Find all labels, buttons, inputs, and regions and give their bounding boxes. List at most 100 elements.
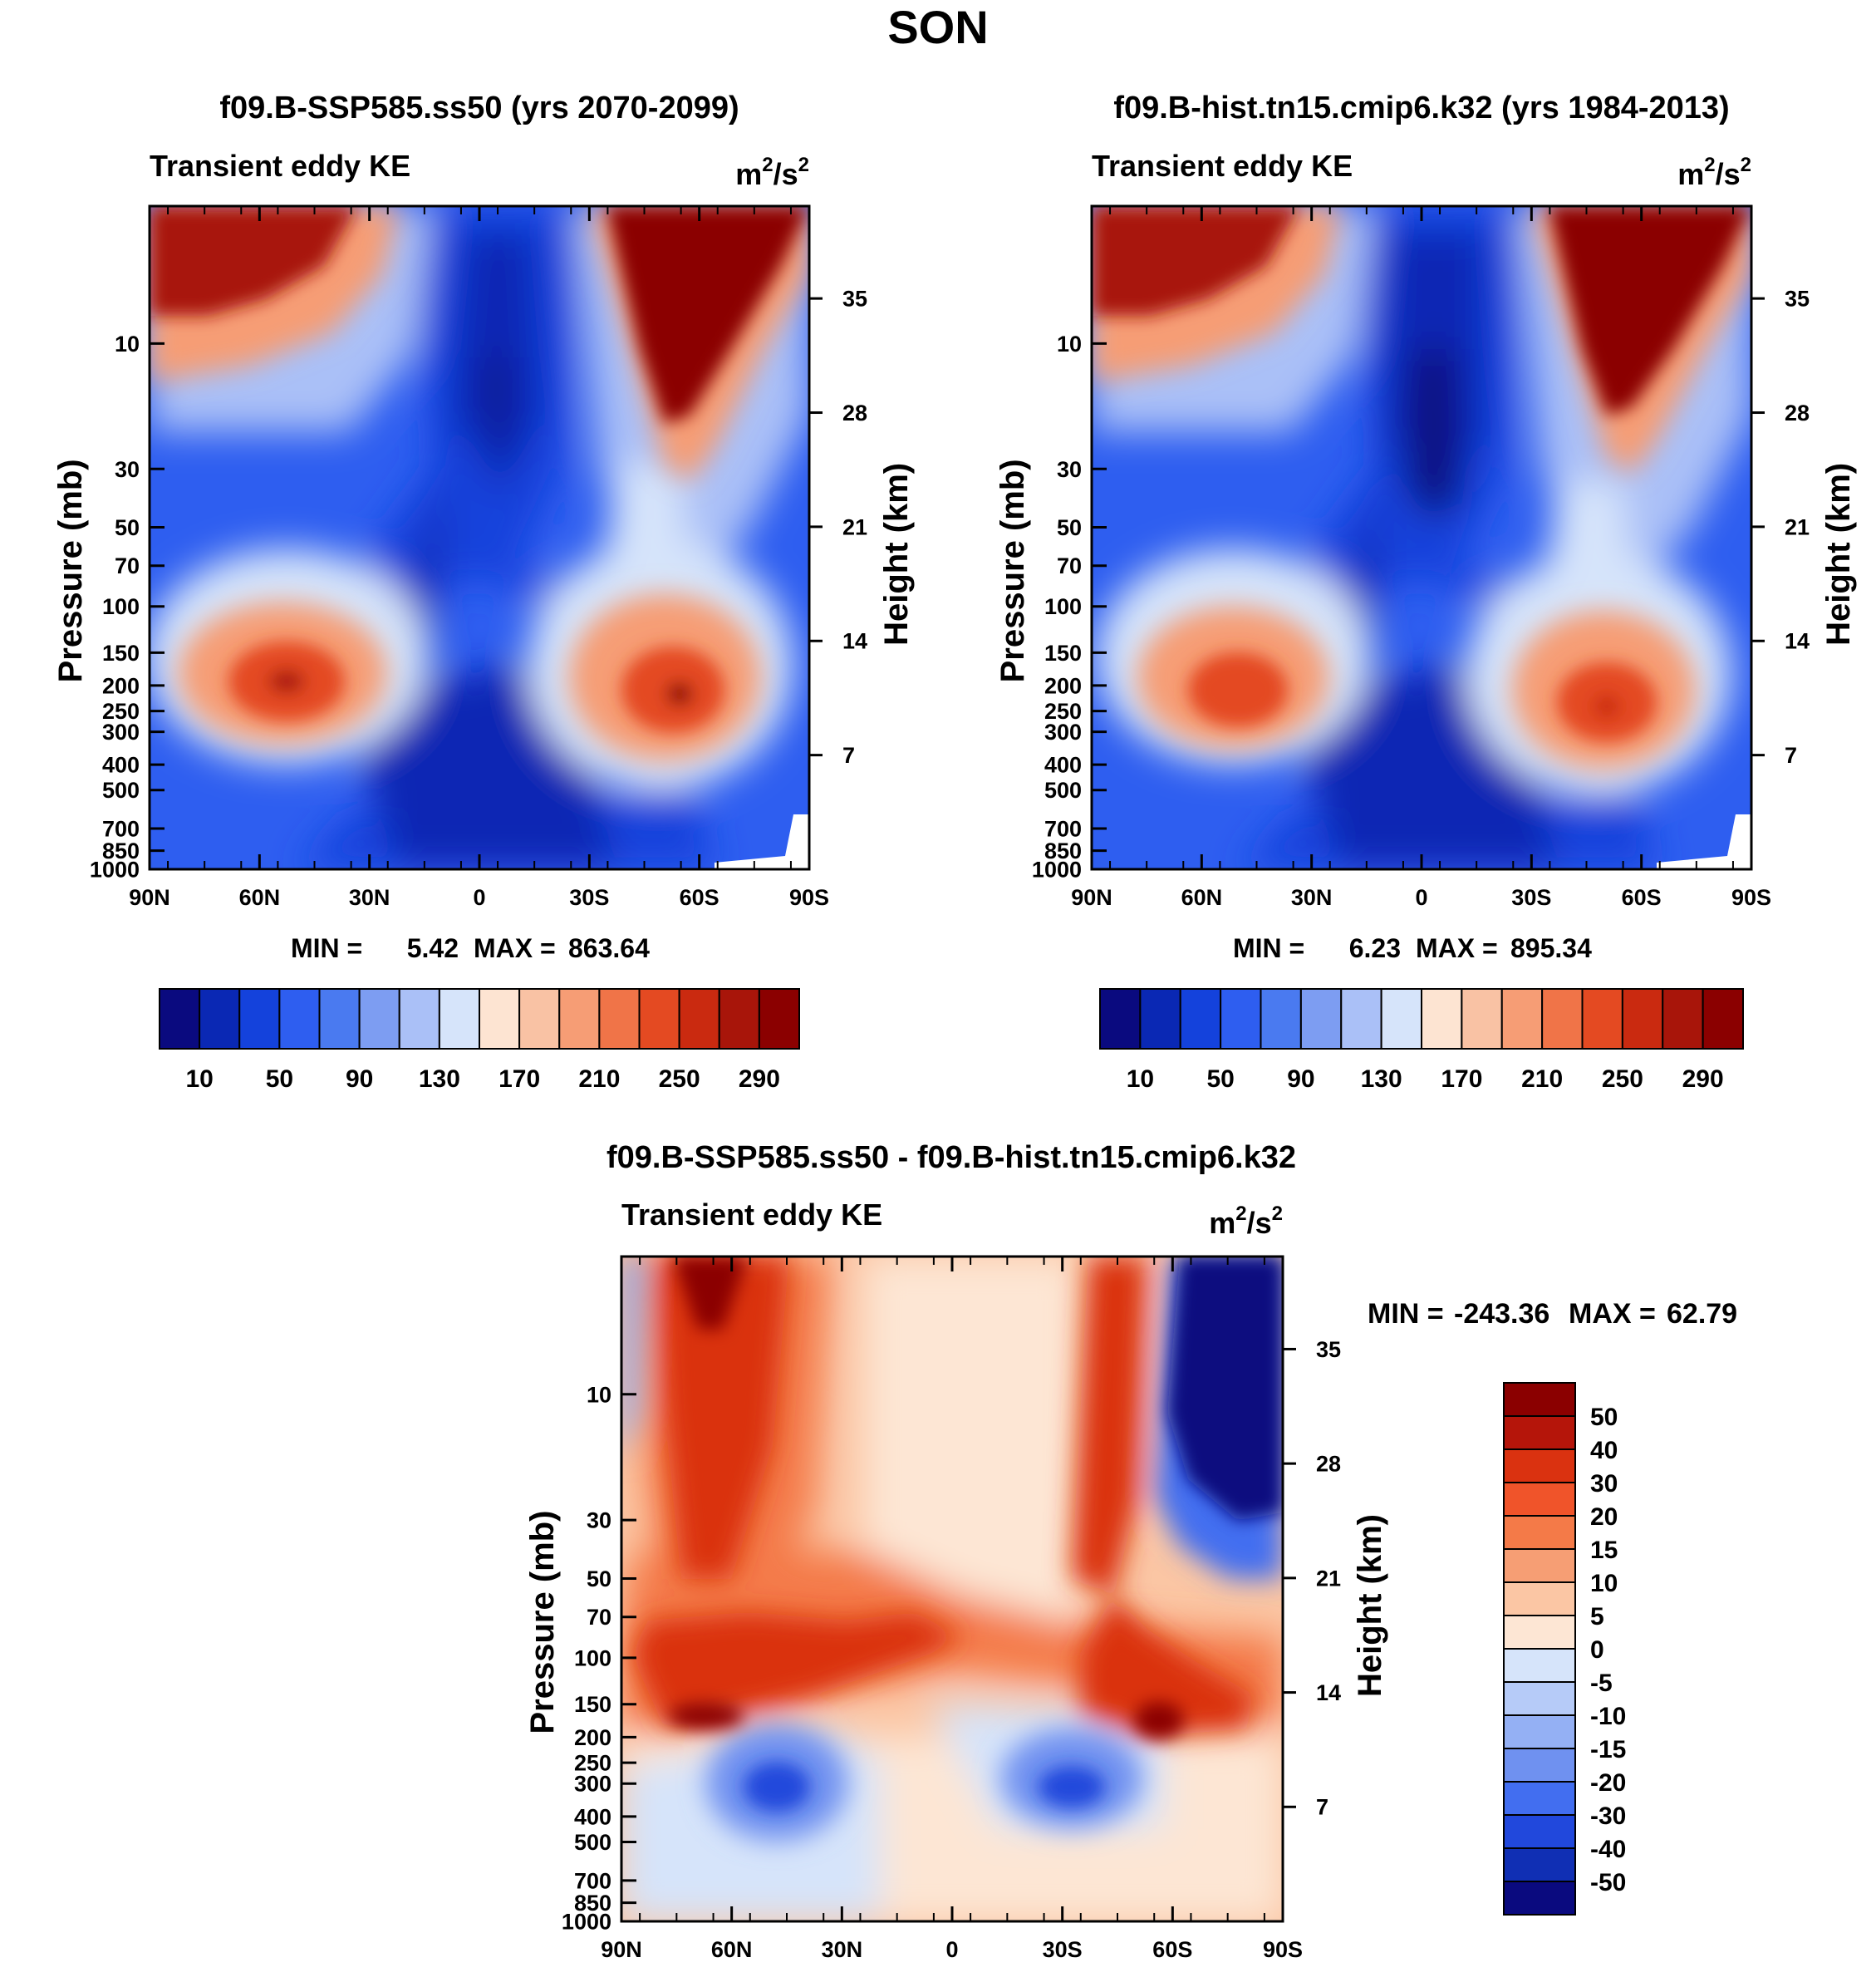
colorbar-swatch (1299, 988, 1343, 1050)
height-tick-label: 14 (1316, 1680, 1341, 1705)
pressure-tick-label: 700 (574, 1868, 611, 1893)
panel-diff: f09.B-SSP585.ss50 - f09.B-hist.tn15.cmip… (524, 1140, 1388, 1962)
lat-tick-label: 30N (349, 885, 390, 910)
pressure-tick-label: 850 (1044, 839, 1082, 863)
colorbar-swatch (1503, 1548, 1576, 1583)
pressure-tick-label: 500 (574, 1830, 611, 1855)
pressure-tick-label: 250 (102, 699, 140, 724)
nh-mid-core (744, 1762, 810, 1812)
tropical-minimum (299, 206, 715, 869)
lat-tick-label: 60S (1622, 885, 1662, 910)
nh-polar-max (150, 206, 357, 316)
pressure-tick-label: 100 (574, 1645, 611, 1670)
units-label: m2/s2 (735, 154, 809, 191)
colorbar-label: 290 (1682, 1065, 1724, 1093)
pressure-tick-label: 200 (574, 1725, 611, 1750)
units-label: m2/s2 (1677, 154, 1751, 191)
pressure-tick-label: 10 (1057, 332, 1082, 357)
colorbar-swatch (758, 988, 800, 1050)
colorbar-label: 50 (1590, 1404, 1618, 1431)
jet-level-max (631, 1612, 964, 1729)
colorbar-swatch (438, 988, 480, 1050)
axes: 1030507010015020025030040050070085010003… (524, 1257, 1388, 1962)
colorbar-swatch (558, 988, 601, 1050)
colorbar-swatch (1139, 988, 1181, 1050)
colorbar-label: 130 (1361, 1065, 1402, 1093)
colorbar-label: 10 (1590, 1570, 1618, 1597)
height-tick-label: 7 (1316, 1795, 1328, 1820)
max-label: MAX = (1416, 933, 1498, 963)
min-label: MIN = (291, 933, 362, 963)
height-tick-label: 7 (1785, 743, 1797, 768)
colorbar-label: 290 (739, 1065, 780, 1093)
height-tick-label: 35 (1785, 287, 1810, 312)
height-tick-label: 21 (842, 514, 867, 539)
lat-tick-label: 0 (945, 1937, 958, 1962)
colorbar-swatch (1503, 1515, 1576, 1550)
tropical-minimum (1241, 206, 1657, 869)
lat-tick-label: 0 (473, 885, 485, 910)
panel-title: f09.B-SSP585.ss50 (yrs 2070-2099) (219, 91, 739, 125)
sh-jet-max (1080, 1596, 1255, 1737)
left-label: Transient eddy KE (150, 149, 410, 183)
pressure-tick-label: 850 (574, 1891, 611, 1916)
pressure-tick-label: 500 (1044, 778, 1082, 803)
height-tick-label: 14 (842, 629, 867, 654)
y-axis-label: Pressure (mb) (52, 459, 89, 682)
pressure-tick-label: 200 (1044, 673, 1082, 698)
pressure-tick-label: 10 (587, 1382, 611, 1407)
colorbar-label: -20 (1590, 1769, 1626, 1797)
nh-jet-core (669, 1703, 744, 1729)
height-tick-label: 28 (1316, 1452, 1341, 1477)
colorbar-swatch (1503, 1814, 1576, 1849)
min-value: 5.42 (407, 933, 459, 963)
colorbar-label: 130 (419, 1065, 460, 1093)
panel-ssp585: f09.B-SSP585.ss50 (yrs 2070-2099) Transi… (52, 91, 915, 910)
colorbar-swatch (1621, 988, 1664, 1050)
nh-polar-max (1092, 206, 1299, 316)
colorbar-swatch (1503, 1382, 1576, 1417)
pressure-tick-label: 300 (1044, 720, 1082, 745)
pressure-tick-label: 250 (1044, 699, 1082, 724)
colorbar-label: -5 (1590, 1670, 1613, 1697)
colorbar-label: 10 (185, 1065, 213, 1093)
pressure-tick-label: 100 (102, 594, 140, 619)
colorbar-label: 0 (1590, 1636, 1604, 1664)
y-axis-label: Pressure (mb) (524, 1511, 561, 1734)
colorbar-swatch (1503, 1714, 1576, 1749)
axes: 1030507010015020025030040050070085010003… (994, 206, 1857, 910)
colorbar-label: 50 (266, 1065, 293, 1093)
pressure-tick-label: 250 (574, 1751, 611, 1776)
max-value: 62.79 (1667, 1298, 1737, 1330)
height-tick-label: 21 (1785, 514, 1810, 539)
colorbar-label: 210 (1521, 1065, 1563, 1093)
sh-jet-max (666, 682, 693, 706)
colorbar-label: 20 (1590, 1503, 1618, 1531)
pressure-tick-label: 1000 (90, 857, 140, 882)
pressure-tick-label: 70 (115, 553, 140, 578)
colorbar-swatch (1461, 988, 1503, 1050)
terrain-mask (1657, 814, 1751, 869)
equator-core (486, 357, 507, 449)
pressure-tick-label: 50 (1057, 515, 1082, 540)
colorbar-swatch (1179, 988, 1222, 1050)
contour-field (150, 206, 809, 869)
colorbar-label: 210 (578, 1065, 620, 1093)
lat-tick-label: 60S (680, 885, 719, 910)
panel-hist: f09.B-hist.tn15.cmip6.k32 (yrs 1984-2013… (994, 91, 1857, 910)
pressure-tick-label: 150 (102, 641, 140, 666)
lat-tick-label: 60N (239, 885, 281, 910)
y-axis-label-right: Height (km) (1820, 463, 1857, 646)
colorbar-swatch (238, 988, 281, 1050)
sh-polar-max (1549, 206, 1751, 416)
lat-tick-label: 60S (1152, 1937, 1192, 1962)
equator-core (1404, 349, 1462, 524)
colorbar-label: -40 (1590, 1836, 1626, 1863)
colorbar-swatch (1503, 1847, 1576, 1882)
max-label: MAX = (474, 933, 556, 963)
min-label: MIN = (1233, 933, 1304, 963)
colorbar-swatch (1503, 1648, 1576, 1683)
pressure-tick-label: 150 (574, 1692, 611, 1717)
pressure-tick-label: 100 (1044, 594, 1082, 619)
